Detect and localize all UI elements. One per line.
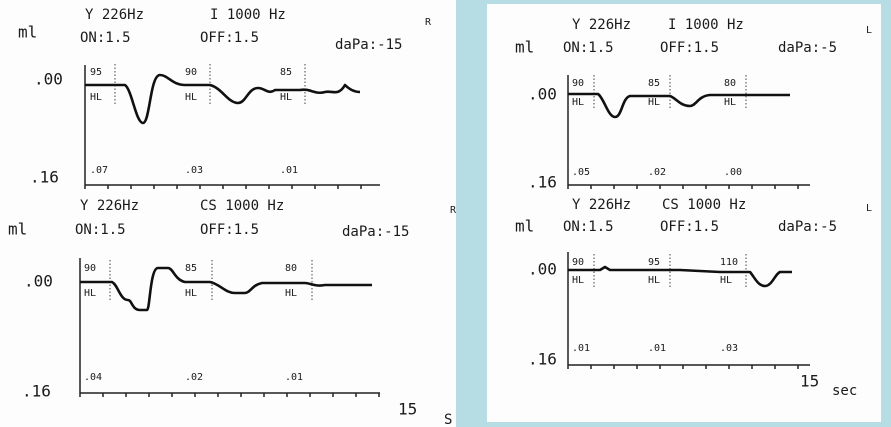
y-top-label: .00 [528, 85, 557, 104]
hl-label: HL [572, 275, 584, 286]
level-label: 85 [280, 67, 292, 78]
decay-label: .01 [280, 165, 298, 176]
stimulus-label: I 1000 Hz [668, 17, 744, 33]
hl-label: HL [280, 92, 292, 103]
level-label: 80 [285, 263, 297, 274]
pressure-label: daPa:-5 [778, 40, 837, 56]
probe-label: Y 226Hz [572, 197, 631, 213]
level-label: 95 [90, 67, 102, 78]
hl-label: HL [648, 97, 660, 108]
probe-label: Y 226Hz [85, 7, 144, 23]
hl-label: HL [720, 275, 732, 286]
reflex-trace [80, 266, 372, 312]
decay-label: .01 [648, 343, 666, 354]
left-sheet [0, 0, 456, 427]
off-label: OFF:1.5 [200, 30, 259, 46]
hl-label: HL [285, 288, 297, 299]
y-top-label: .00 [24, 272, 53, 291]
time-unit: S [444, 412, 452, 427]
decay-label: .07 [90, 165, 108, 176]
side-label: L [866, 25, 872, 36]
hl-label: HL [648, 275, 660, 286]
decay-label: .00 [724, 167, 742, 178]
on-label: ON:1.5 [563, 40, 614, 56]
probe-label: Y 226Hz [80, 198, 139, 214]
level-label: 95 [648, 257, 660, 268]
y-top-label: .00 [34, 70, 63, 89]
on-label: ON:1.5 [75, 222, 126, 238]
hl-label: HL [185, 92, 197, 103]
side-label: L [866, 203, 872, 214]
level-label: 90 [572, 78, 584, 89]
y-bottom-label: .16 [30, 168, 59, 187]
stimulus-label: I 1000 Hz [210, 7, 286, 23]
y-bottom-label: .16 [528, 350, 557, 369]
side-label: R [425, 17, 432, 28]
level-label: 80 [724, 78, 736, 89]
decay-label: .02 [185, 372, 203, 383]
decay-label: .03 [720, 343, 738, 354]
decay-label: .04 [84, 372, 102, 383]
unit-label: ml [8, 220, 27, 239]
decay-label: .01 [285, 372, 303, 383]
hl-label: HL [724, 97, 736, 108]
reflex-trace [568, 92, 790, 119]
decay-label: .05 [572, 167, 590, 178]
level-label: 85 [648, 78, 660, 89]
level-label: 90 [572, 257, 584, 268]
pressure-label: daPa:-15 [335, 37, 402, 53]
level-label: 85 [185, 263, 197, 274]
stimulus-label: CS 1000 Hz [662, 197, 746, 213]
level-label: 110 [720, 257, 738, 268]
probe-label: Y 226Hz [572, 17, 631, 33]
unit-label: ml [515, 38, 534, 57]
decay-label: .02 [648, 167, 666, 178]
time-label: 15 [398, 400, 417, 419]
stimulus-label: CS 1000 Hz [200, 198, 284, 214]
pressure-label: daPa:-5 [778, 219, 837, 235]
hl-label: HL [185, 288, 197, 299]
right-sheet [487, 4, 881, 422]
y-bottom-label: .16 [528, 173, 557, 192]
reflex-trace [85, 73, 361, 125]
decay-label: .03 [185, 165, 203, 176]
hl-label: HL [84, 288, 96, 299]
on-label: ON:1.5 [563, 219, 614, 235]
off-label: OFF:1.5 [660, 219, 719, 235]
pressure-label: daPa:-15 [342, 224, 409, 240]
unit-label: ml [515, 217, 534, 236]
time-unit: sec [832, 383, 857, 399]
reflex-trace [568, 265, 792, 288]
off-label: OFF:1.5 [200, 222, 259, 238]
off-label: OFF:1.5 [660, 40, 719, 56]
unit-label: ml [18, 23, 37, 42]
time-label: 15 [800, 372, 819, 391]
hl-label: HL [572, 97, 584, 108]
hl-label: HL [90, 92, 102, 103]
on-label: ON:1.5 [80, 30, 131, 46]
decay-label: .01 [572, 343, 590, 354]
level-label: 90 [185, 67, 197, 78]
y-bottom-label: .16 [22, 382, 51, 401]
side-label: R [450, 205, 457, 216]
level-label: 90 [84, 263, 96, 274]
y-top-label: .00 [528, 260, 557, 279]
